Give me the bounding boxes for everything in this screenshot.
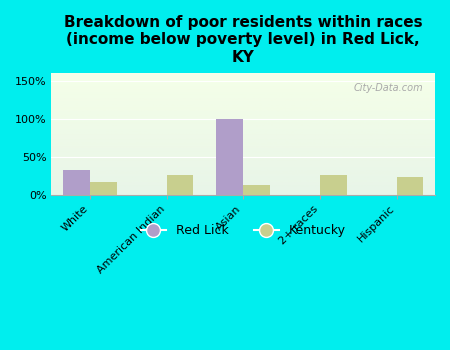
Title: Breakdown of poor residents within races
(income below poverty level) in Red Lic: Breakdown of poor residents within races… <box>64 15 423 65</box>
Bar <box>396 177 423 195</box>
Bar <box>90 182 117 195</box>
Bar <box>216 119 243 195</box>
Bar <box>63 170 90 195</box>
Bar <box>166 175 194 195</box>
Bar <box>243 185 270 195</box>
Bar <box>320 175 347 195</box>
Legend: Red Lick, Kentucky: Red Lick, Kentucky <box>136 219 351 242</box>
Text: City-Data.com: City-Data.com <box>354 83 423 93</box>
